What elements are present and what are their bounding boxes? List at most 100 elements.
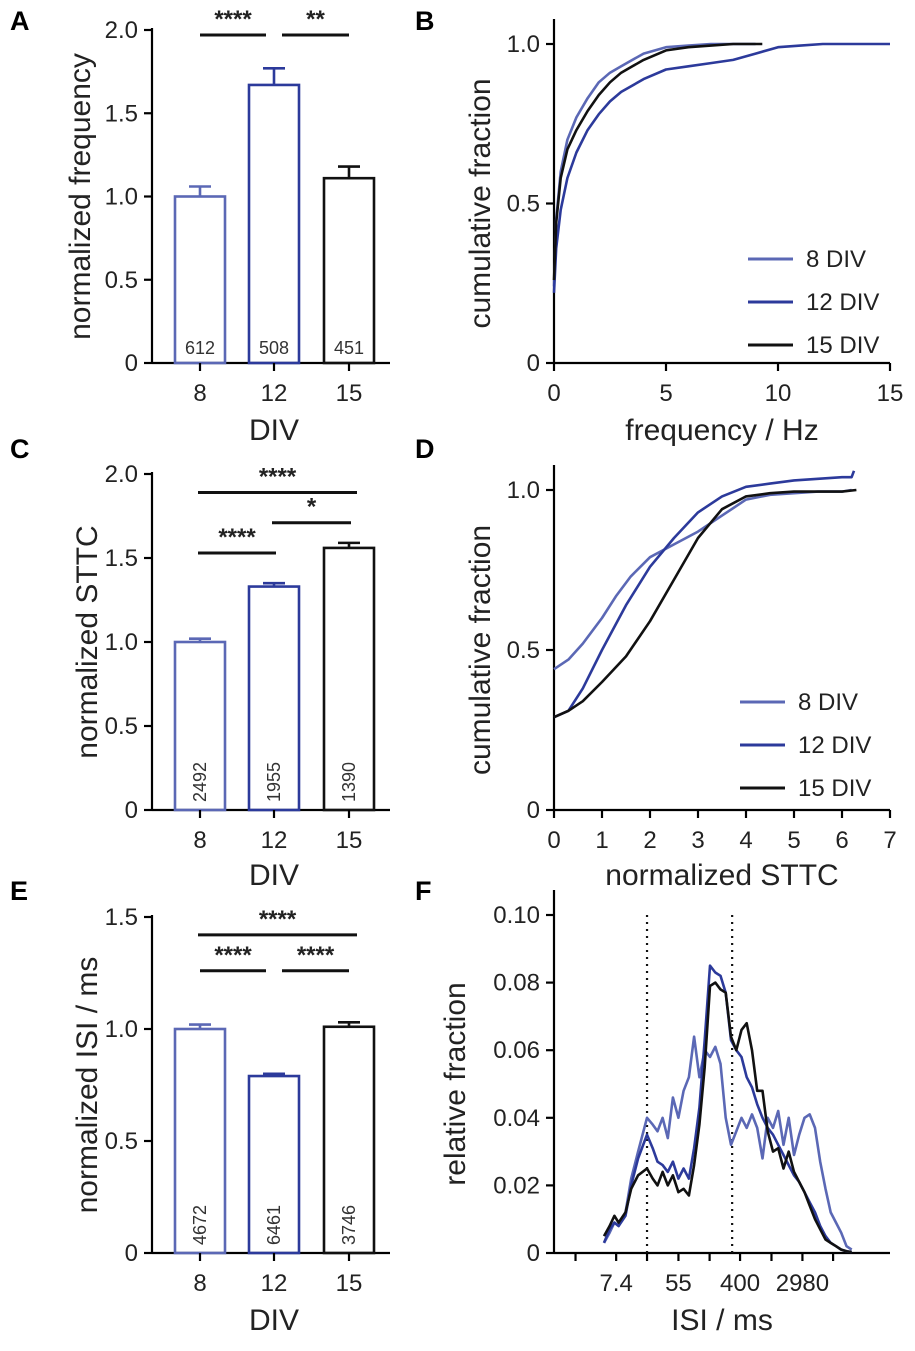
x-tick-label: 1	[595, 827, 608, 854]
line-chart-b: 0 0.5 1.0 0 5 10 15 8 DIV 12 DIV 15 DIV frequency …	[464, 19, 903, 447]
significance-label: ****	[214, 6, 252, 33]
x-axis-label: ISI / ms	[671, 1304, 773, 1337]
x-axis-label: DIV	[249, 1304, 299, 1337]
y-tick-label: 0.5	[105, 267, 138, 294]
y-tick-label: 0.10	[493, 902, 540, 929]
x-tick-label: 12	[261, 1270, 288, 1297]
y-tick-label: 1.5	[105, 904, 138, 931]
bar-count-label: 1955	[264, 762, 284, 802]
x-tick-label: 400	[720, 1270, 760, 1297]
bar-count-label: 6461	[264, 1205, 284, 1245]
x-tick-label: 15	[336, 1270, 363, 1297]
y-tick-label: 0	[527, 797, 540, 824]
y-tick-label: 0	[527, 350, 540, 377]
x-tick-label: 6	[835, 827, 848, 854]
x-tick-label: 0	[547, 827, 560, 854]
x-axis-label: DIV	[249, 414, 299, 447]
y-tick-label: 0.04	[493, 1105, 540, 1132]
y-tick-label: 0	[125, 1240, 138, 1267]
significance-label: ****	[214, 942, 252, 969]
y-tick-label: 2.0	[105, 461, 138, 488]
x-tick-label: 55	[665, 1270, 692, 1297]
legend-label: 15 DIV	[798, 775, 871, 802]
legend-label: 8 DIV	[798, 689, 858, 716]
x-tick-label: 2	[643, 827, 656, 854]
bar-count-label: 451	[334, 338, 364, 358]
significance-label: ****	[297, 942, 335, 969]
x-tick-label: 8	[193, 827, 206, 854]
x-tick-label: 2980	[776, 1270, 829, 1297]
series-line-15-div	[552, 42, 763, 281]
panel-letter-f: F	[415, 876, 432, 906]
series-line-8-div	[553, 488, 852, 671]
significance-label: ****	[259, 906, 297, 933]
y-axis-label: normalized frequency	[64, 53, 97, 340]
series-line-15-div	[553, 488, 857, 719]
x-tick-label: 4	[739, 827, 752, 854]
y-axis-label: normalized ISI / ms	[71, 957, 104, 1214]
x-tick-label: 15	[336, 380, 363, 407]
y-tick-label: 0	[527, 1240, 540, 1267]
y-tick-label: 1.5	[105, 100, 138, 127]
series-line-12-div	[552, 42, 890, 293]
x-tick-label: 0	[547, 380, 560, 407]
x-tick-label: 7	[883, 827, 896, 854]
legend-label: 12 DIV	[798, 732, 871, 759]
significance-label: **	[306, 6, 325, 33]
y-tick-label: 0.06	[493, 1037, 540, 1064]
y-tick-label: 0.08	[493, 970, 540, 997]
bar-count-label: 612	[185, 338, 215, 358]
series-line-12-div	[553, 470, 856, 719]
x-tick-label: 12	[261, 827, 288, 854]
x-tick-label: 12	[261, 380, 288, 407]
x-axis-label: frequency / Hz	[625, 414, 818, 447]
y-tick-label: 1.0	[507, 477, 540, 504]
series-line-15-div	[602, 981, 852, 1254]
panel-letter-c: C	[10, 434, 30, 464]
panel-letter-d: D	[415, 434, 435, 464]
x-axis-label: normalized STTC	[605, 859, 838, 892]
panel-letter-e: E	[10, 876, 28, 906]
x-tick-label: 7.4	[599, 1270, 632, 1297]
x-axis-label: DIV	[249, 859, 299, 892]
y-tick-label: 0.5	[105, 1128, 138, 1155]
x-tick-label: 5	[659, 380, 672, 407]
x-tick-label: 5	[787, 827, 800, 854]
bar-15	[322, 176, 376, 365]
bar-12	[247, 83, 301, 365]
series-line-8-div	[602, 1035, 853, 1251]
y-tick-label: 1.0	[105, 1016, 138, 1043]
x-tick-label: 8	[193, 380, 206, 407]
bar-count-label: 3746	[339, 1205, 359, 1245]
y-tick-label: 0	[125, 797, 138, 824]
legend-label: 8 DIV	[806, 246, 866, 273]
panel-letter-b: B	[415, 6, 435, 36]
y-tick-label: 0.02	[493, 1172, 540, 1199]
series-line-8-div	[552, 42, 756, 287]
x-tick-label: 8	[193, 1270, 206, 1297]
y-tick-label: 1.0	[105, 184, 138, 211]
y-tick-label: 0.5	[507, 191, 540, 218]
significance-label: *	[307, 494, 317, 521]
x-tick-label: 10	[765, 380, 792, 407]
x-tick-label: 15	[877, 380, 904, 407]
y-tick-label: 1.5	[105, 545, 138, 572]
bar-count-label: 508	[259, 338, 289, 358]
legend-label: 15 DIV	[806, 332, 879, 359]
significance-label: ****	[259, 463, 297, 490]
y-tick-label: 1.0	[105, 629, 138, 656]
y-axis-label: relative fraction	[439, 982, 472, 1185]
legend-label: 12 DIV	[806, 289, 879, 316]
y-tick-label: 1.0	[507, 31, 540, 58]
x-tick-label: 15	[336, 827, 363, 854]
y-tick-label: 0.5	[105, 713, 138, 740]
bar-count-label: 1390	[339, 762, 359, 802]
y-tick-label: 0	[125, 350, 138, 377]
y-axis-label: cumulative fraction	[464, 78, 497, 328]
y-axis-label: cumulative fraction	[464, 525, 497, 775]
line-chart-d: 0 0.5 1.0 0 1 2 3 4 5 6 7 8 DIV 12 DIV 15 DIV normaliz…	[464, 465, 897, 892]
